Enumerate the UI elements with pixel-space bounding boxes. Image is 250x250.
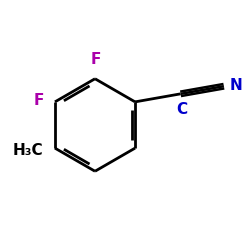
Text: C: C (176, 102, 188, 117)
Text: F: F (91, 52, 102, 68)
Text: N: N (230, 78, 243, 93)
Text: H₃C: H₃C (13, 143, 44, 158)
Text: F: F (33, 93, 44, 108)
